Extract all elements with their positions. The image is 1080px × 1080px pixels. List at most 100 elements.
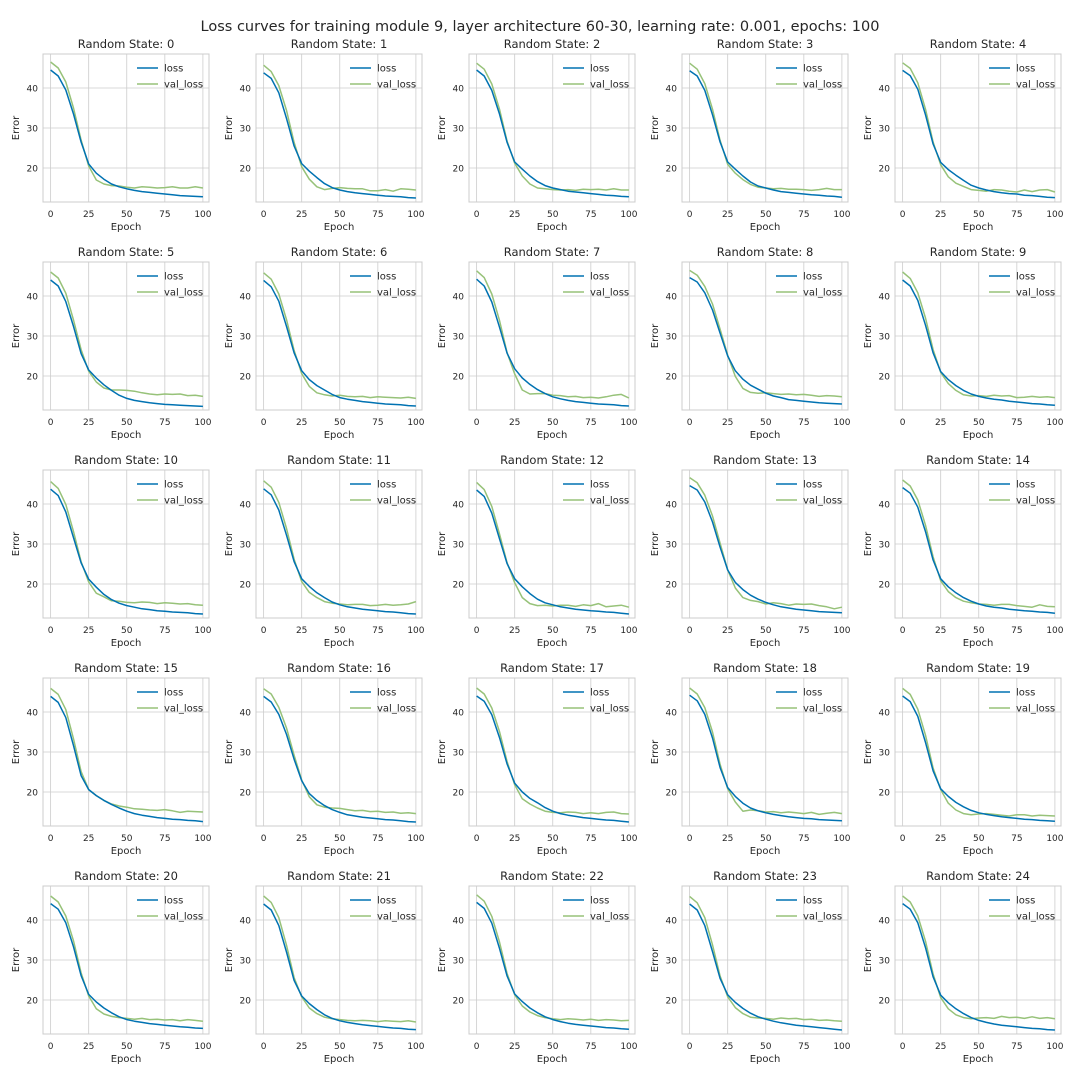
x-tick-label: 0 <box>48 626 54 636</box>
x-tick-label: 0 <box>48 418 54 428</box>
panel-title: Random State: 16 <box>287 661 391 675</box>
legend-label-loss: loss <box>164 688 183 699</box>
axes-frame <box>255 885 423 1035</box>
y-tick-label: 40 <box>27 293 39 303</box>
series-line-loss <box>263 695 416 823</box>
y-tick-label: 30 <box>666 957 678 967</box>
legend-label-val-loss: val_loss <box>590 704 629 715</box>
series-line-loss <box>689 484 842 614</box>
x-tick-label: 75 <box>798 418 809 428</box>
subplot-state-5: loss val_loss Random State: 5 0 25 50 75 100 20 3… <box>11 245 212 441</box>
x-tick-label: 50 <box>334 1042 346 1052</box>
x-tick-label: 0 <box>900 626 906 636</box>
panel-title: Random State: 4 <box>930 37 1027 51</box>
series-line-val-loss <box>476 894 629 1022</box>
axes-frame <box>681 885 849 1035</box>
axes-frame <box>42 53 210 203</box>
axes-frame <box>894 53 1062 203</box>
y-axis-label: Error <box>437 323 448 348</box>
y-tick-label: 20 <box>27 997 39 1007</box>
x-axis-label: Epoch <box>750 1054 781 1065</box>
y-axis-label: Error <box>11 323 22 348</box>
x-tick-label: 75 <box>372 626 383 636</box>
legend-label-loss: loss <box>377 896 396 907</box>
subplot-state-7: loss val_loss Random State: 7 0 25 50 75 100 20 3… <box>437 245 638 441</box>
x-tick-label: 0 <box>687 834 693 844</box>
y-tick-label: 20 <box>240 165 252 175</box>
subplot-state-23: loss val_loss Random State: 23 0 25 50 75 100 20… <box>650 869 851 1065</box>
subplot-state-12: loss val_loss Random State: 12 0 25 50 75 100 20… <box>437 453 638 649</box>
x-tick-label: 50 <box>547 626 559 636</box>
legend-label-loss: loss <box>1016 896 1035 907</box>
x-tick-label: 0 <box>261 210 267 220</box>
series-line-loss <box>50 69 203 198</box>
y-tick-label: 40 <box>27 917 39 927</box>
series-line-val-loss <box>263 480 417 607</box>
legend-label-loss: loss <box>803 688 822 699</box>
x-tick-label: 25 <box>935 834 946 844</box>
subplot-state-10: loss val_loss Random State: 10 0 25 50 75 100 20… <box>11 453 212 649</box>
legend-label-val-loss: val_loss <box>164 496 203 507</box>
y-tick-label: 30 <box>879 333 891 343</box>
x-tick-label: 25 <box>509 210 520 220</box>
x-tick-label: 75 <box>585 1042 596 1052</box>
legend-label-val-loss: val_loss <box>164 912 203 923</box>
subplot-state-6: loss val_loss Random State: 6 0 25 50 75 100 20 3… <box>224 245 425 441</box>
x-tick-label: 100 <box>407 418 424 428</box>
y-axis-label: Error <box>650 531 661 556</box>
x-tick-label: 100 <box>833 418 850 428</box>
x-tick-label: 100 <box>620 1042 637 1052</box>
x-tick-label: 50 <box>121 1042 133 1052</box>
series-line-loss <box>902 69 1055 199</box>
panel-title: Random State: 15 <box>74 661 178 675</box>
y-tick-label: 20 <box>240 373 252 383</box>
y-axis-label: Error <box>224 115 235 140</box>
legend-label-val-loss: val_loss <box>1016 912 1055 923</box>
y-tick-label: 20 <box>453 789 465 799</box>
y-axis-label: Error <box>863 115 874 140</box>
x-tick-label: 100 <box>833 210 850 220</box>
y-tick-label: 30 <box>453 333 465 343</box>
x-tick-label: 75 <box>585 210 596 220</box>
x-tick-label: 0 <box>900 418 906 428</box>
x-axis-label: Epoch <box>963 846 994 857</box>
subplot-state-16: loss val_loss Random State: 16 0 25 50 75 100 20… <box>224 661 425 857</box>
x-tick-label: 100 <box>407 834 424 844</box>
x-axis-label: Epoch <box>537 430 568 441</box>
legend-label-loss: loss <box>590 896 609 907</box>
series-line-loss <box>263 903 416 1031</box>
x-tick-label: 75 <box>372 1042 383 1052</box>
x-tick-label: 75 <box>159 626 170 636</box>
axes-frame <box>468 885 636 1035</box>
y-tick-label: 30 <box>879 749 891 759</box>
axes-frame <box>468 53 636 203</box>
legend-label-loss: loss <box>590 64 609 75</box>
x-tick-label: 50 <box>334 834 346 844</box>
y-tick-label: 30 <box>666 333 678 343</box>
x-tick-label: 25 <box>296 210 307 220</box>
x-tick-label: 50 <box>121 626 133 636</box>
x-axis-label: Epoch <box>750 222 781 233</box>
x-tick-label: 50 <box>334 626 346 636</box>
series-line-loss <box>689 903 842 1031</box>
x-axis-label: Epoch <box>324 430 355 441</box>
x-axis-label: Epoch <box>963 430 994 441</box>
series-line-val-loss <box>263 895 417 1023</box>
y-tick-label: 20 <box>27 373 39 383</box>
y-tick-label: 40 <box>240 709 252 719</box>
series-line-loss <box>263 279 416 407</box>
x-tick-label: 25 <box>83 1042 94 1052</box>
y-tick-label: 30 <box>666 541 678 551</box>
x-tick-label: 75 <box>798 1042 809 1052</box>
x-tick-label: 0 <box>48 210 54 220</box>
y-tick-label: 30 <box>879 957 891 967</box>
legend-label-loss: loss <box>803 480 822 491</box>
x-tick-label: 75 <box>159 418 170 428</box>
y-tick-label: 40 <box>453 709 465 719</box>
series-line-loss <box>50 695 203 823</box>
legend-label-val-loss: val_loss <box>803 288 842 299</box>
panel-title: Random State: 19 <box>926 661 1030 675</box>
x-tick-label: 25 <box>722 626 733 636</box>
panel-title: Random State: 2 <box>504 37 601 51</box>
y-tick-label: 30 <box>453 957 465 967</box>
